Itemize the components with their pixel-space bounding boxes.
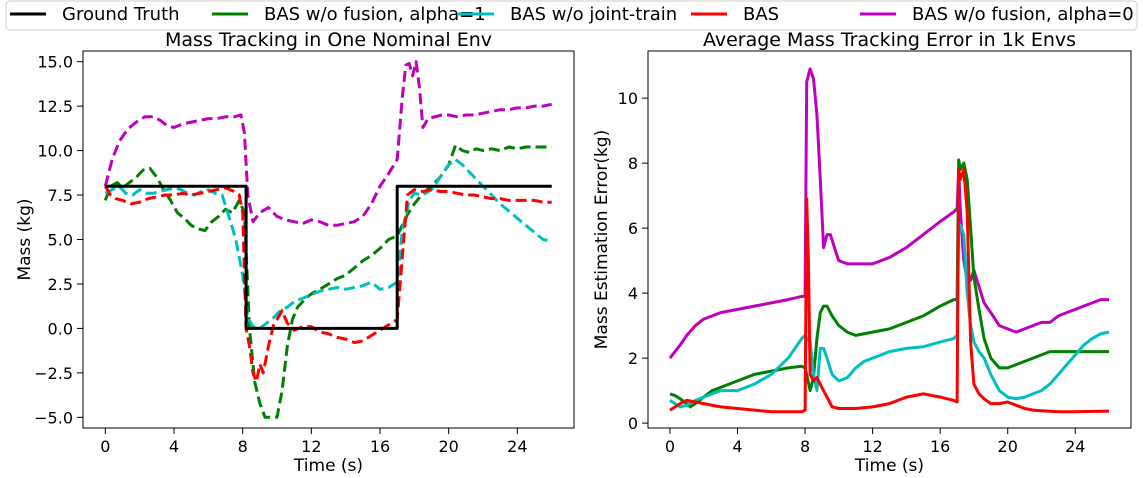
y-tick-label: 5.0 [48,231,73,250]
y-axis-label: Mass (kg) [15,198,35,280]
y-tick-label: 10 [618,89,638,108]
series-line-bas [669,168,1110,414]
x-tick-label: 24 [1065,437,1085,456]
series-line-bas-w-o-joint-train [104,158,553,330]
x-tick-label: 24 [507,437,527,456]
axes-frame [647,50,1132,429]
x-tick-label: 4 [732,437,742,456]
y-tick-label: 12.5 [37,97,73,116]
series-line-bas-w-o-fusion-alpha-0 [668,67,1109,360]
legend-label-1: BAS w/o fusion, alpha=1 [264,4,486,25]
y-tick-label: 0 [628,414,638,433]
legend-frame [5,0,1138,31]
legend: Ground Truth BAS w/o fusion, alpha=1 BAS w… [5,0,1138,31]
series-line-bas-w-o-fusion-alpha-1 [103,143,552,419]
y-tick-label: 2.5 [48,275,73,294]
legend-label-3: BAS [743,4,779,25]
x-tick-label: 8 [238,437,248,456]
y-tick-label: −2.5 [34,364,73,383]
chart-title: Mass Tracking in One Nominal Env [165,29,492,51]
left-chart: 0 4 8 12 16 20 24 −5.0 −2.5 0.0 2.5 5.0 7.5 10.0 12.5 1… [15,29,575,476]
legend-label-4: BAS w/o fusion, alpha=0 [912,4,1134,25]
x-tick-label: 20 [438,437,458,456]
legend-label-2: BAS w/o joint-train [510,4,677,25]
series-line-bas-w-o-joint-train [669,223,1110,409]
y-tick-label: 6 [628,219,638,238]
y-tick-label: 2 [628,349,638,368]
x-tick-label: 12 [301,437,321,456]
y-tick-label: −5.0 [34,408,73,427]
axes-frame [82,50,575,429]
chart-title: Average Mass Tracking Error in 1k Envs [703,29,1076,51]
series-group [103,60,553,419]
y-axis-label: Mass Estimation Error(kg) [592,130,612,349]
x-tick-label: 4 [169,437,179,456]
x-tick-label: 0 [665,437,675,456]
series-line-bas-w-o-fusion-alpha-1 [669,158,1109,409]
y-tick-label: 0.0 [48,319,73,338]
y-tick-label: 15.0 [37,53,73,72]
y-tick-label: 10.0 [37,142,73,161]
x-axis-label: Time (s) [293,456,363,476]
x-tick-label: 8 [800,437,810,456]
x-axis-label: Time (s) [854,456,924,476]
x-tick-label: 16 [370,437,390,456]
x-tick-label: 20 [998,437,1018,456]
y-tick-label: 8 [628,154,638,173]
x-tick-label: 16 [930,437,950,456]
y-tick-label: 7.5 [48,186,73,205]
series-group [668,67,1110,414]
legend-label-0: Ground Truth [62,4,180,25]
x-tick-label: 0 [100,437,110,456]
y-tick-label: 4 [628,284,638,303]
series-line-ground-truth [105,184,552,330]
x-tick-label: 12 [862,437,882,456]
series-line-bas-w-o-fusion-alpha-0 [103,60,553,227]
